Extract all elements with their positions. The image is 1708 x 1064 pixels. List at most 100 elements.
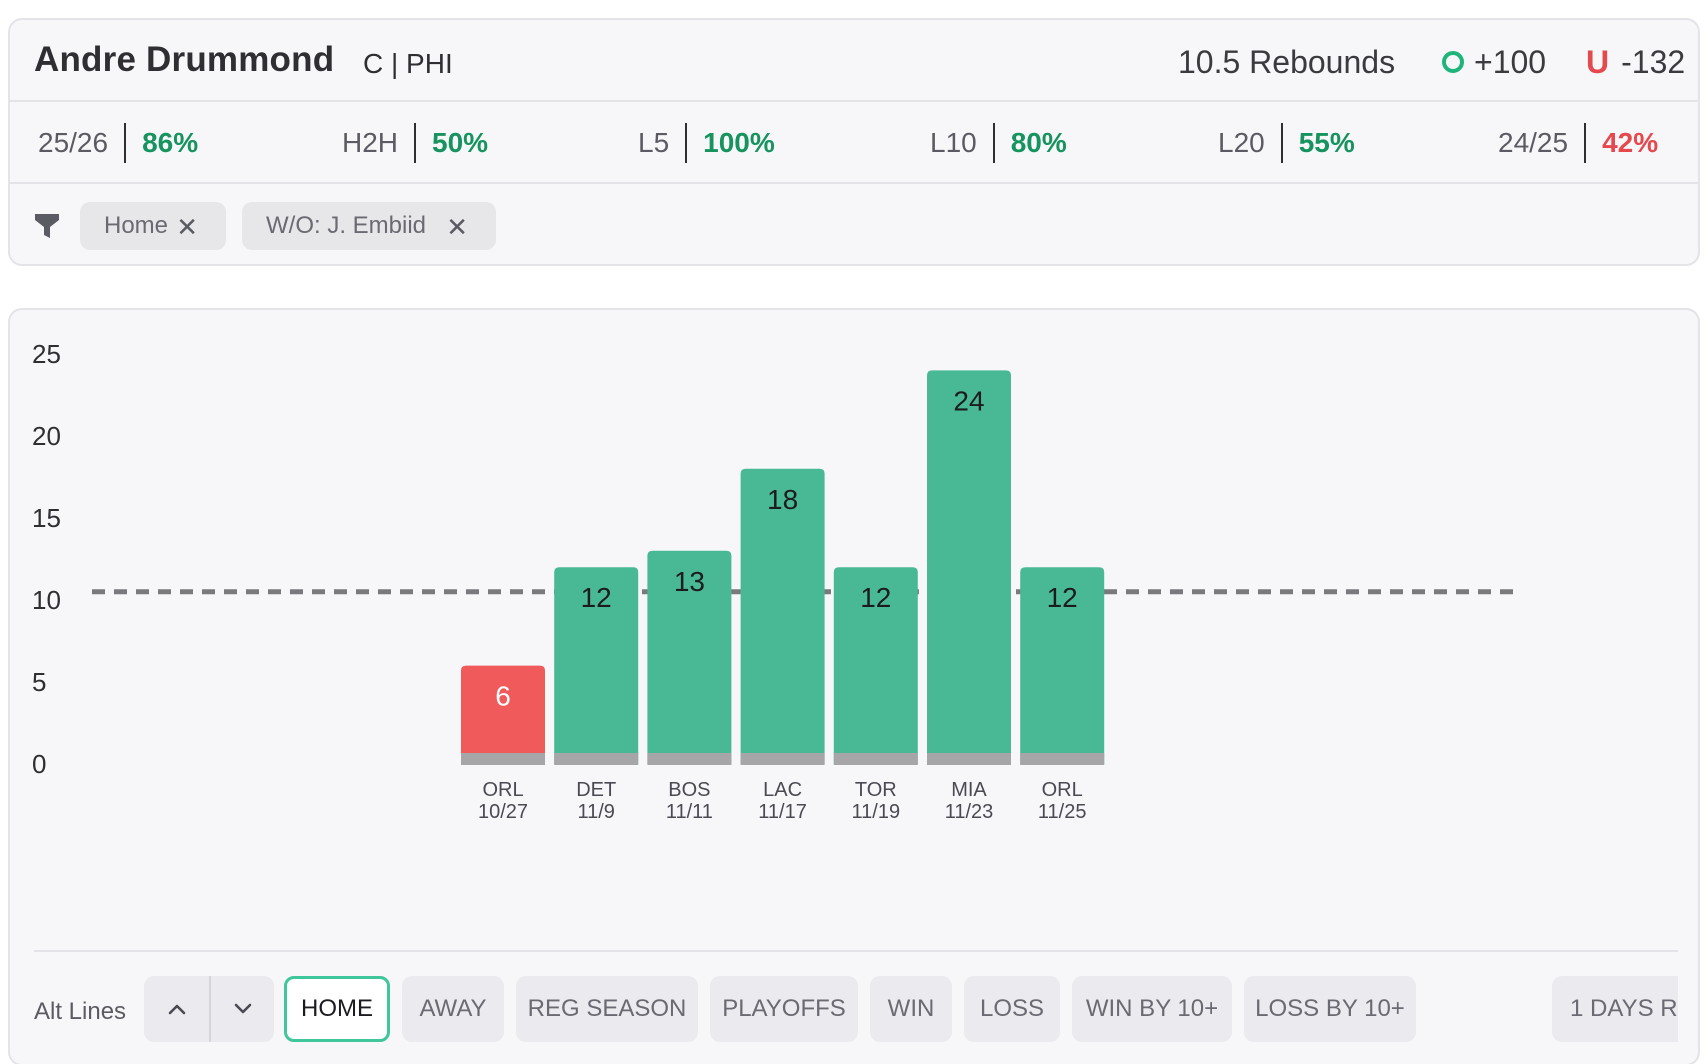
- x-opponent-label: LAC: [763, 779, 802, 801]
- bar-base: [740, 753, 825, 765]
- y-tick-label: 15: [32, 503, 61, 533]
- stat-h2h[interactable]: H2H 50%: [342, 102, 488, 184]
- player-name[interactable]: Andre Drummond: [34, 40, 335, 79]
- close-icon[interactable]: ✕: [446, 212, 468, 242]
- over-odds[interactable]: +100: [1442, 44, 1546, 81]
- tag-loss-by-10[interactable]: LOSS BY 10+: [1244, 976, 1416, 1042]
- bar-over[interactable]: [554, 567, 639, 764]
- bar-value-label: 12: [860, 582, 891, 613]
- hit-rate-stats: 25/26 86% H2H 50% L5 100% L10 80% L20 55% 24/…: [10, 102, 1698, 184]
- bar-under[interactable]: [461, 665, 545, 764]
- stat-season[interactable]: 25/26 86%: [38, 102, 198, 184]
- tag-away[interactable]: AWAY: [402, 976, 504, 1042]
- y-tick-label: 25: [32, 339, 61, 369]
- bar-value-label: 12: [1047, 582, 1078, 613]
- x-date-label: 11/17: [758, 801, 807, 823]
- y-tick-label: 20: [32, 421, 61, 451]
- stat-value: 42%: [1602, 127, 1659, 158]
- stat-value: 80%: [1010, 127, 1067, 158]
- x-opponent-label: DET: [576, 779, 616, 801]
- stat-separator: [1280, 123, 1283, 163]
- player-header: Andre Drummond C | PHI 10.5 Rebounds +10…: [10, 20, 1698, 102]
- bar-over[interactable]: [740, 468, 825, 764]
- stat-separator: [414, 123, 417, 163]
- game-log-chart-card: 0 5 10 15 20 25 6 ORL 10/27 12 DET 11/9 13 BOS 11/11 18…: [8, 308, 1700, 1064]
- bar-base: [461, 753, 545, 765]
- bar-base: [647, 753, 732, 765]
- x-opponent-label: TOR: [855, 779, 897, 801]
- x-opponent-label: ORL: [1042, 779, 1083, 801]
- x-date-label: 11/9: [577, 801, 614, 823]
- alt-lines-label: Alt Lines: [34, 998, 127, 1025]
- stat-label: L10: [930, 127, 977, 158]
- bar-base: [554, 753, 639, 765]
- under-odds-value: -132: [1621, 44, 1686, 80]
- rebounds-bar-chart: 05101520256ORL10/2712DET11/913BOS11/1118…: [32, 339, 1522, 823]
- close-icon[interactable]: ✕: [176, 212, 198, 242]
- tag-overflow-clip: 1 DAYS R: [1552, 976, 1678, 1042]
- tag-win[interactable]: WIN: [870, 976, 952, 1042]
- stat-label: H2H: [342, 127, 399, 158]
- x-date-label: 11/25: [1038, 801, 1087, 823]
- chevron-up-icon: [168, 1004, 185, 1015]
- bar-value-label: 13: [674, 566, 705, 597]
- chevron-down-icon: [234, 1003, 251, 1014]
- stat-label: L20: [1218, 127, 1265, 158]
- bar-value-label: 18: [767, 484, 798, 515]
- bar-value-label: 24: [953, 385, 984, 416]
- filter-icon[interactable]: [34, 212, 60, 240]
- alt-line-stepper: [144, 976, 274, 1042]
- bar-base: [927, 753, 1011, 765]
- tag-reg-season[interactable]: REG SEASON: [516, 976, 698, 1042]
- bar-base: [833, 753, 918, 765]
- filter-chip-without-player: W/O: J. Embiid ✕: [242, 202, 496, 250]
- bar-value-label: 6: [495, 681, 511, 712]
- tag-playoffs[interactable]: PLAYOFFS: [710, 976, 858, 1042]
- stat-separator: [1584, 123, 1587, 163]
- divider: [34, 950, 1678, 952]
- line-up-button[interactable]: [144, 976, 209, 1042]
- bar-over[interactable]: [647, 550, 732, 764]
- bar-over[interactable]: [833, 567, 918, 764]
- stat-separator: [685, 123, 688, 163]
- bar-base: [1020, 753, 1105, 765]
- y-tick-label: 5: [32, 667, 46, 697]
- x-date-label: 11/23: [945, 801, 994, 823]
- stat-label: 24/25: [1498, 127, 1569, 158]
- over-circle-icon: [1442, 50, 1464, 73]
- under-label: U: [1586, 44, 1610, 80]
- line-down-button[interactable]: [209, 976, 274, 1042]
- stat-l20[interactable]: L20 55%: [1218, 102, 1355, 184]
- prop-line[interactable]: 10.5 Rebounds: [1178, 44, 1396, 80]
- player-prop-card: Andre Drummond C | PHI 10.5 Rebounds +10…: [8, 18, 1700, 266]
- x-date-label: 10/27: [478, 801, 528, 823]
- under-odds[interactable]: U -132: [1586, 44, 1685, 81]
- stat-separator: [124, 123, 127, 163]
- x-opponent-label: BOS: [668, 779, 710, 801]
- stat-value: 55%: [1298, 127, 1355, 158]
- over-odds-value: +100: [1474, 44, 1547, 80]
- stat-separator: [992, 123, 995, 163]
- stat-value: 100%: [703, 127, 775, 158]
- stat-value: 86%: [142, 127, 199, 158]
- x-date-label: 11/19: [852, 801, 901, 823]
- bar-over[interactable]: [927, 370, 1011, 764]
- x-date-label: 11/11: [666, 801, 713, 823]
- tag-rest-days[interactable]: 1 DAYS R: [1552, 976, 1678, 1042]
- stat-l10[interactable]: L10 80%: [930, 102, 1067, 184]
- stat-label: 25/26: [38, 127, 109, 158]
- active-filters: Home ✕ W/O: J. Embiid ✕: [10, 184, 1698, 266]
- stat-last-season[interactable]: 24/25 42%: [1498, 102, 1658, 184]
- bar-value-label: 12: [581, 582, 612, 613]
- stat-label: L5: [638, 127, 670, 158]
- x-opponent-label: MIA: [951, 779, 987, 801]
- tag-home[interactable]: HOME: [284, 976, 390, 1042]
- filter-chip-home: Home ✕: [80, 202, 226, 250]
- tag-loss[interactable]: LOSS: [964, 976, 1060, 1042]
- bar-over[interactable]: [1020, 567, 1105, 764]
- stat-l5[interactable]: L5 100%: [638, 102, 775, 184]
- x-opponent-label: ORL: [482, 779, 523, 801]
- y-tick-label: 0: [32, 749, 46, 779]
- tag-win-by-10[interactable]: WIN BY 10+: [1072, 976, 1232, 1042]
- filter-chip-label: W/O: J. Embiid: [266, 212, 427, 239]
